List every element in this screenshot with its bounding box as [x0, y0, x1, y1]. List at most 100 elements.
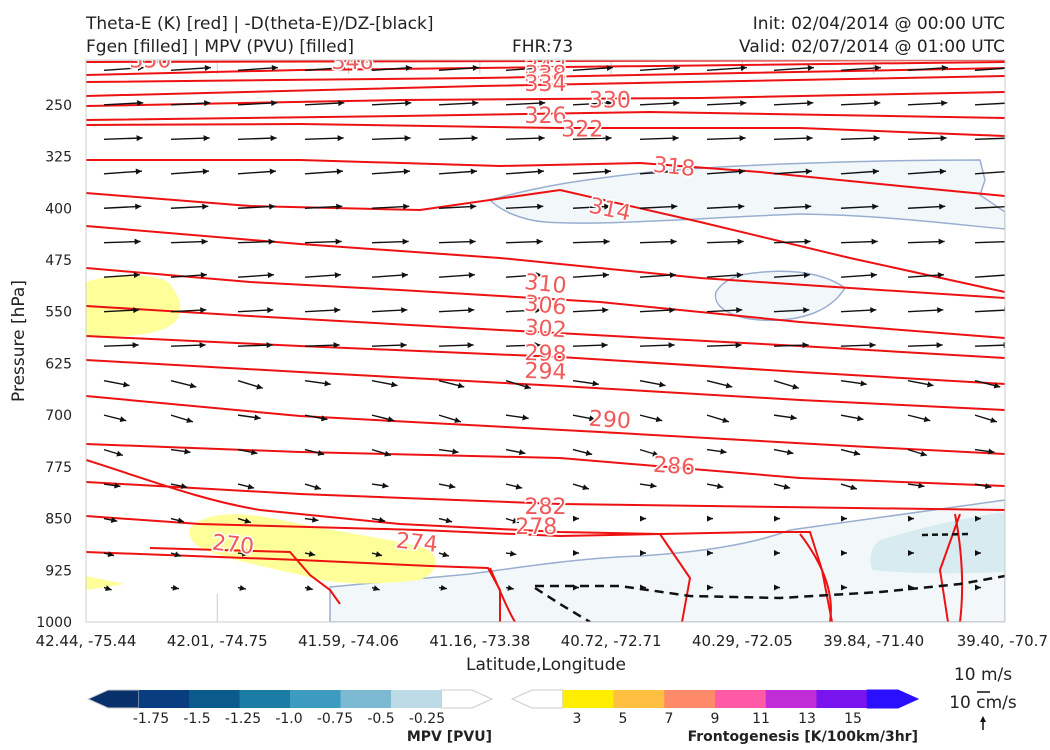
- wind-vector-head: [774, 584, 780, 591]
- wind-vector-head: [306, 585, 313, 591]
- wind-vector-head: [539, 100, 546, 107]
- fgen-region-corner: [86, 576, 125, 590]
- mpv-region-dark: [870, 512, 1005, 574]
- wind-vector: [572, 274, 609, 278]
- theta-e-label: 322: [561, 118, 603, 143]
- wind-vector-head: [537, 203, 544, 210]
- colorbar-tick-label: -0.5: [367, 711, 394, 727]
- wind-vector-head: [920, 450, 927, 457]
- wind-vector-head: [725, 382, 733, 389]
- wind-vector-head: [655, 416, 663, 423]
- plot-frame: [85, 59, 1006, 623]
- wind-vector: [974, 170, 1005, 175]
- wind-vector-head: [669, 272, 676, 279]
- wind-vector: [170, 102, 211, 106]
- wind-vector: [840, 170, 879, 175]
- x-tick-label: 39.40, -70.7: [957, 632, 1048, 650]
- wind-vector-head: [740, 64, 747, 71]
- mpv-colorbar: -1.75 -1.5 -1.25 -1.0 -0.75 -0.5 -0.25 MPV [PV…: [86, 689, 494, 745]
- wind-vector-head: [582, 484, 589, 491]
- wind-vector-head: [200, 272, 207, 279]
- x-axis-label: Latitude,Longitude: [466, 655, 626, 675]
- wind-vectors: [103, 64, 1012, 591]
- wind-vector-head: [267, 307, 274, 314]
- wind-vector-head: [201, 238, 208, 245]
- wind-reference-arrowhead: [980, 716, 986, 722]
- wind-vector: [438, 137, 478, 141]
- wind-vector: [237, 170, 276, 175]
- y-tick-label: 850: [45, 512, 72, 528]
- wind-vector-head: [940, 135, 947, 142]
- y-tick-label: 325: [45, 150, 72, 166]
- colorbar-tick-label: -1.75: [133, 711, 169, 727]
- wind-vector-head: [534, 342, 541, 349]
- x-tick-label: 40.72, -72.71: [561, 632, 662, 650]
- wind-vector: [103, 170, 142, 175]
- wind-vector-head: [119, 416, 127, 423]
- wind-vector-head: [401, 272, 408, 279]
- wind-vector-head: [923, 416, 931, 423]
- theta-e-label: 338: [525, 62, 567, 87]
- wind-vector-head: [509, 550, 517, 557]
- wind-vector-head: [640, 515, 646, 522]
- wind-vector-head: [308, 550, 316, 557]
- wind-vector: [505, 205, 544, 209]
- wind-vector-head: [602, 272, 609, 279]
- wind-vector: [505, 170, 544, 175]
- wind-vector: [170, 240, 208, 244]
- wind-vector-head: [804, 238, 811, 245]
- wind-vector-head: [606, 64, 613, 71]
- wind-vector-head: [336, 168, 343, 175]
- colorbar-tick-label: 7: [665, 711, 674, 727]
- colorbar-tick-label: 15: [844, 711, 862, 727]
- wind-vector-head: [805, 168, 812, 175]
- wind-reference: 10 m/s 10 cm/s: [949, 665, 1017, 730]
- wind-vector-head: [1006, 204, 1012, 210]
- wind-vector: [907, 205, 946, 209]
- theta-e-extra: [489, 513, 964, 622]
- wind-vector-head: [606, 100, 613, 107]
- wind-vector-head: [803, 307, 810, 314]
- wind-vector-head: [244, 517, 251, 524]
- wind-vector-head: [873, 135, 880, 142]
- wind-vector-head: [375, 551, 383, 558]
- wind-vector-head: [403, 168, 410, 175]
- wind-vector: [505, 274, 542, 278]
- y-tick-label: 925: [45, 563, 72, 579]
- wind-vector-head: [792, 383, 799, 390]
- wind-vector-head: [670, 238, 677, 245]
- wind-vector-head: [338, 100, 345, 107]
- colorbar-segment: [866, 689, 920, 709]
- wind-vector-head: [872, 203, 879, 210]
- wind-vector-head: [470, 203, 477, 210]
- wind-vector-head: [391, 381, 398, 388]
- wind-vector-head: [467, 342, 474, 349]
- wind-vector-head: [105, 585, 112, 591]
- wind-vector: [438, 205, 477, 209]
- x-tick-label: 42.44, -75.44: [36, 632, 137, 650]
- wind-vector-head: [783, 483, 791, 490]
- wind-vector-head: [186, 417, 193, 423]
- wind-vector-head: [116, 450, 123, 457]
- wind-vector-head: [536, 238, 543, 245]
- wind-vector-head: [975, 584, 981, 591]
- wind-vector: [639, 102, 680, 106]
- theta-e-label: 302: [524, 315, 568, 343]
- colorbar-tick-label: 3: [573, 711, 582, 727]
- wind-vector-head: [382, 482, 389, 489]
- y-tick-label: 700: [45, 408, 72, 424]
- colorbar-segment: [239, 690, 291, 708]
- wind-vector: [907, 170, 946, 175]
- wind-vector-head: [107, 551, 115, 558]
- wind-vector-head: [507, 584, 514, 591]
- wind-vector-head: [841, 584, 847, 591]
- wind-vector: [773, 274, 810, 278]
- wind-vector-head: [602, 307, 609, 314]
- wind-vector-head: [850, 484, 857, 491]
- wind-vector: [907, 240, 945, 244]
- wind-vector: [840, 102, 881, 106]
- wind-vector-head: [268, 238, 275, 245]
- wind-vector-head: [134, 238, 141, 245]
- wind-vector-head: [802, 342, 809, 349]
- dthetae-dz-dashed-2: [534, 586, 591, 622]
